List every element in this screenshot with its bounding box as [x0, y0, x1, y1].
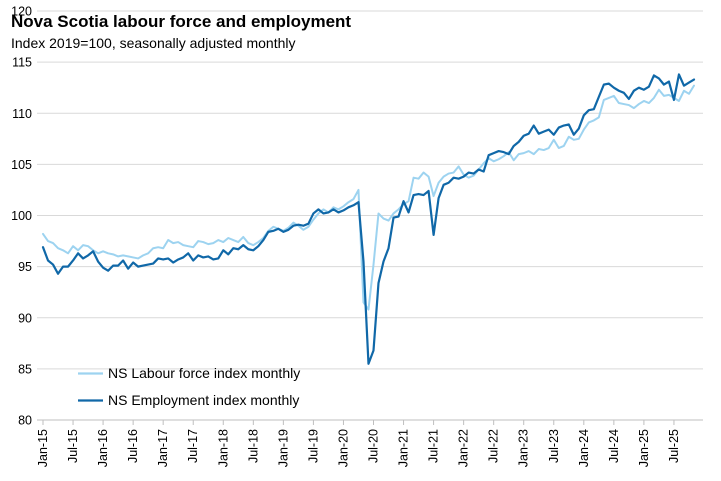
x-axis: Jan-15 Jul-15 Jan-16 Jul-16 Jan-17 Jul-17 Jan-…	[36, 420, 681, 467]
x-tick-label: Jan-20	[336, 429, 350, 467]
y-axis: 80 85 90 95 100 105 110 115 120	[11, 5, 32, 428]
y-tick-label: 85	[18, 362, 32, 376]
x-tick-label: Jul-15	[66, 429, 80, 463]
x-tick-label: Jan-16	[96, 429, 110, 467]
y-tick-label: 95	[18, 260, 32, 274]
x-tick-label: Jul-19	[306, 429, 320, 463]
y-tick-label: 90	[18, 311, 32, 325]
x-tick-label: Jul-21	[427, 429, 441, 463]
x-tick-label: Jul-23	[547, 429, 561, 463]
x-tick-label: Jan-18	[216, 429, 230, 467]
x-tick-label: Jan-19	[276, 429, 290, 467]
x-tick-label: Jul-20	[366, 429, 380, 463]
x-tick-label: Jan-25	[637, 429, 651, 467]
x-tick-label: Jan-24	[577, 429, 591, 467]
x-tick-label: Jul-16	[126, 429, 140, 463]
employment-line	[41, 73, 696, 365]
legend: NS Labour force index monthly NS Employme…	[78, 365, 300, 408]
y-tick-label: 115	[12, 56, 32, 70]
x-tick-label: Jul-17	[186, 429, 200, 463]
x-tick-label: Jul-22	[487, 429, 501, 463]
y-tick-label: 100	[11, 209, 32, 223]
series-lines	[41, 73, 696, 365]
y-tick-label: 80	[18, 414, 32, 428]
legend-label: NS Labour force index monthly	[108, 365, 300, 381]
x-tick-label: Jan-22	[457, 429, 471, 467]
grid	[37, 10, 703, 421]
x-tick-label: Jan-17	[156, 429, 170, 467]
x-tick-label: Jul-24	[607, 429, 621, 463]
y-tick-label: 120	[11, 5, 32, 19]
labour-force-line	[42, 84, 695, 311]
x-tick-label: Jan-23	[517, 429, 531, 467]
x-tick-label: Jul-18	[246, 429, 260, 463]
x-tick-label: Jan-21	[397, 429, 411, 467]
y-tick-label: 105	[11, 158, 32, 172]
legend-label: NS Employment index monthly	[108, 392, 299, 408]
chart-title: Nova Scotia labour force and employment	[11, 12, 351, 31]
chart-subtitle: Index 2019=100, seasonally adjusted mont…	[11, 35, 295, 51]
y-tick-label: 110	[12, 107, 32, 121]
x-tick-label: Jul-25	[667, 429, 681, 463]
x-tick-label: Jan-15	[36, 429, 50, 467]
